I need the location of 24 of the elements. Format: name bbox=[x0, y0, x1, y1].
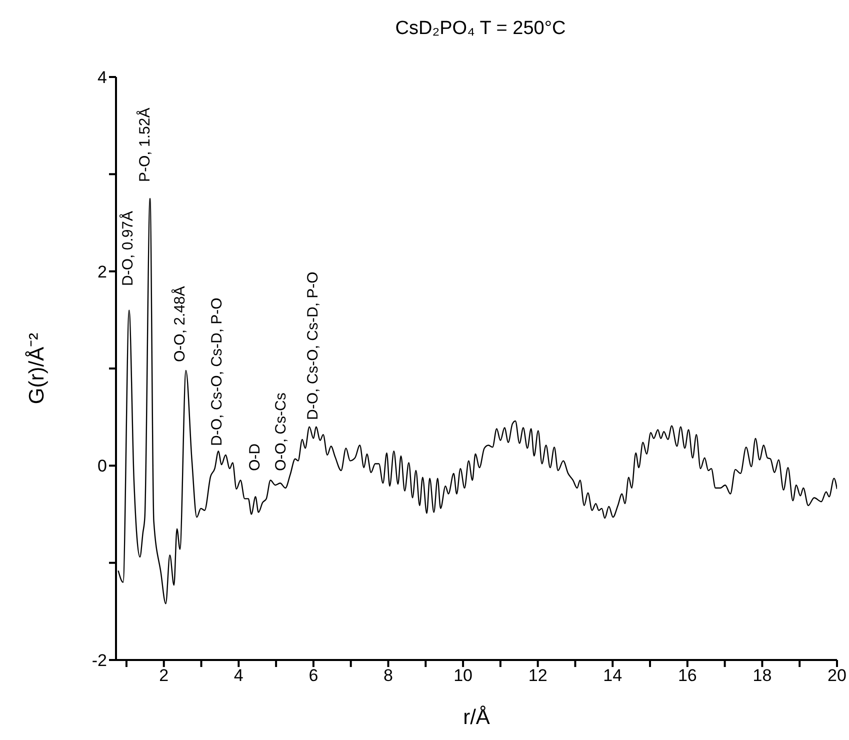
x-tick-label: 8 bbox=[384, 666, 393, 686]
y-tick-label: 2 bbox=[98, 262, 107, 282]
x-tick-label: 10 bbox=[454, 666, 472, 686]
annotation: D-O, 0.97Å bbox=[118, 210, 136, 286]
annotation: O-O, Cs-Cs bbox=[272, 392, 290, 471]
x-tick-label: 14 bbox=[603, 666, 622, 686]
x-tick-label: 6 bbox=[308, 666, 318, 686]
annotation: P-O, 1.52Å bbox=[136, 108, 154, 182]
x-tick-label: 20 bbox=[828, 666, 846, 686]
x-axis-title: r/Å bbox=[463, 705, 490, 729]
x-tick-label: 12 bbox=[528, 666, 548, 686]
annotation: D-O, Cs-O, Cs-D, P-O bbox=[304, 272, 322, 420]
y-tick-label: -2 bbox=[92, 651, 107, 670]
x-tick-label: 16 bbox=[678, 666, 697, 686]
y-tick-label: 0 bbox=[98, 456, 107, 476]
x-tick-label: 2 bbox=[159, 666, 169, 686]
chart-title: CsD₂PO₄ T = 250°C bbox=[394, 18, 567, 40]
annotation: O-O, 2.48Å bbox=[170, 286, 188, 362]
x-tick-label: 4 bbox=[234, 666, 244, 686]
y-tick-label: 4 bbox=[98, 68, 107, 88]
annotation: O-D bbox=[246, 443, 264, 471]
x-tick-label: 18 bbox=[752, 666, 772, 686]
y-axis-title: G(r)/Å⁻² bbox=[24, 332, 48, 404]
annotation: D-O, Cs-O, Cs-D, P-O bbox=[208, 298, 226, 446]
